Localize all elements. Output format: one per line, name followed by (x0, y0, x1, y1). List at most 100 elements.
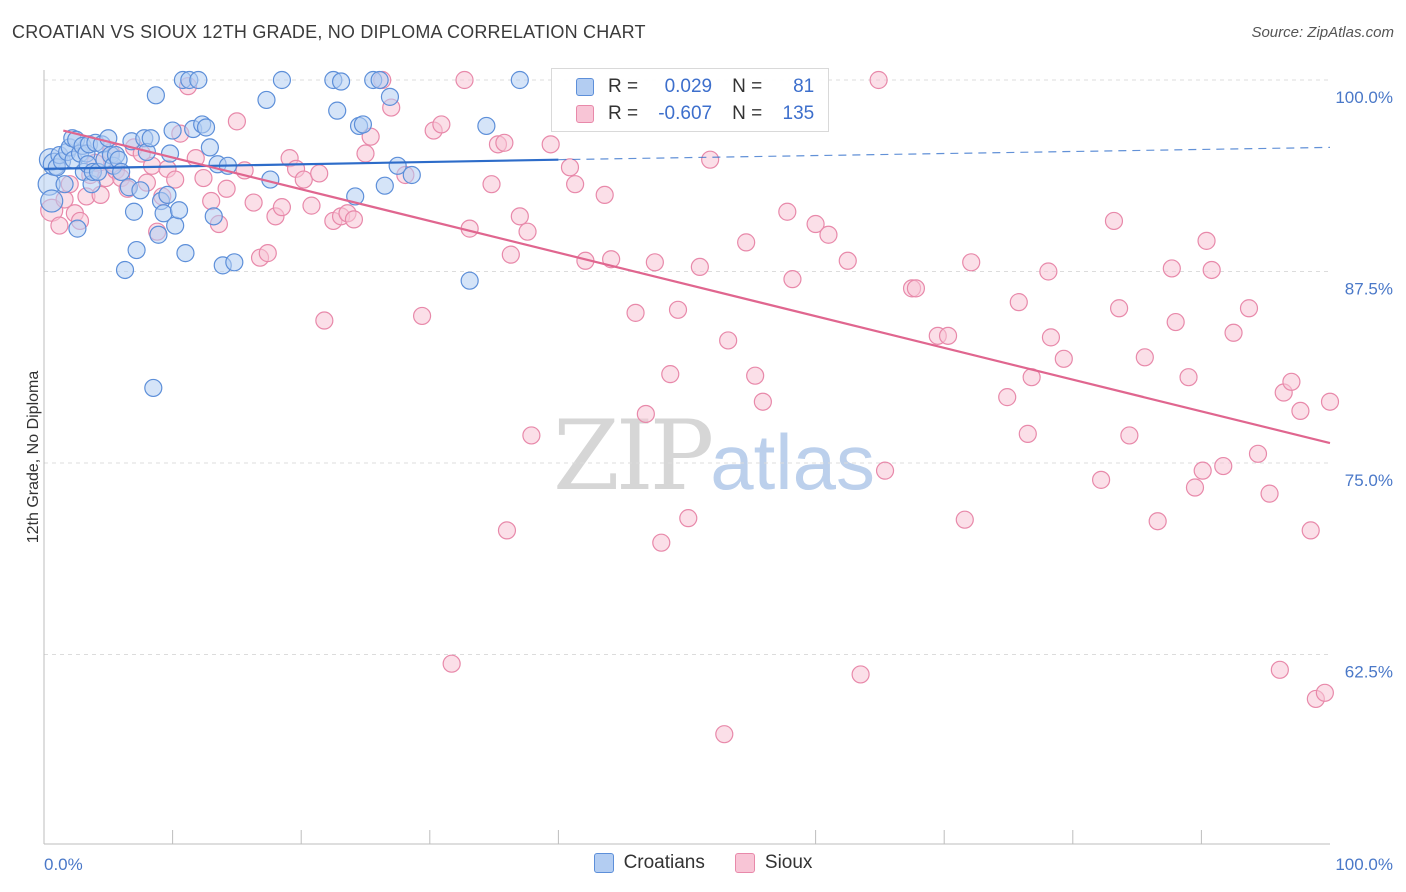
sioux-point (1270, 660, 1289, 679)
y-tick-label: 75.0% (1345, 471, 1393, 490)
sioux-point (495, 133, 514, 152)
sioux-point (753, 392, 772, 411)
sioux-point (906, 279, 926, 298)
watermark: ZIPatlas (553, 400, 875, 512)
croatians-point (144, 378, 163, 398)
sioux-point (50, 216, 69, 235)
x-tick-label: 0.0% (44, 855, 83, 874)
sioux-point (1104, 211, 1124, 231)
sioux-point (272, 198, 292, 217)
croatians-point (375, 176, 394, 195)
sioux-point (938, 326, 958, 345)
sioux-point (1148, 512, 1167, 531)
sioux-point (869, 70, 888, 90)
sioux-point (595, 185, 614, 204)
sioux-point (851, 665, 870, 684)
sioux-point (1009, 293, 1028, 312)
legend-r-value: 0.029 (664, 76, 713, 97)
sioux-point (1120, 426, 1139, 445)
croatians-point (402, 165, 421, 185)
sioux-point (701, 150, 720, 169)
sioux-point (166, 170, 185, 189)
sioux-point (1320, 392, 1340, 411)
sioux-trend-line (63, 129, 1331, 445)
croatians-point (328, 101, 347, 120)
sioux-point (1166, 312, 1185, 332)
croatians-swatch (576, 78, 594, 96)
tick-labels: 100.0% 87.5% 75.0% 62.5% 0.0% 100.0% (44, 88, 1393, 874)
croatians-trend-line (43, 158, 559, 170)
sioux-point (1193, 461, 1212, 480)
sioux-point (1054, 349, 1073, 368)
sioux-point (668, 300, 688, 319)
legend-n-value: 81 (793, 76, 815, 97)
legend-n-label: N = (732, 76, 763, 97)
sioux-point (566, 175, 585, 194)
legend-label-croatians: Croatians (623, 852, 705, 873)
sioux-point (1041, 328, 1061, 347)
croatians-point (353, 115, 373, 134)
sioux-legend-swatch (734, 853, 755, 873)
sioux-point (1179, 368, 1198, 387)
croatians-point (124, 202, 144, 221)
croatian-points (37, 70, 529, 398)
sioux-point (1248, 444, 1268, 463)
watermark-zip: ZIP (553, 400, 714, 512)
sioux-point (1039, 262, 1058, 281)
croatians-point (131, 181, 150, 200)
croatians-point (331, 72, 351, 91)
croatians-point (204, 207, 223, 226)
croatians-point (510, 70, 529, 90)
croatians-point (370, 70, 389, 90)
croatians-legend-swatch (593, 853, 614, 873)
chart-source: Source: ZipAtlas.com (1251, 24, 1394, 41)
sioux-point (482, 175, 501, 194)
legend-item-croatians: Croatians (593, 852, 705, 874)
sioux-point (783, 270, 802, 289)
sioux-point (661, 365, 680, 384)
sioux-point (258, 244, 277, 263)
sioux-point (1239, 299, 1259, 318)
sioux-point (497, 521, 517, 540)
sioux-point (1282, 372, 1301, 391)
sioux-swatch (576, 105, 594, 123)
sioux-point (1291, 401, 1310, 421)
legend-item-sioux: Sioux (734, 852, 812, 874)
sioux-point (819, 225, 838, 244)
legend-r-label: R = (608, 76, 639, 97)
croatians-point (115, 260, 135, 280)
sioux-point (719, 331, 738, 350)
axes (43, 70, 1330, 845)
sioux-point (244, 193, 263, 212)
sioux-point (194, 168, 213, 188)
sioux-points (40, 70, 1340, 744)
sioux-point (626, 303, 645, 322)
y-axis-label: 12th Grade, No Diploma (25, 371, 42, 544)
sioux-point (645, 253, 664, 272)
sioux-point (1162, 259, 1181, 278)
croatians-point (158, 185, 177, 204)
sioux-point (1197, 231, 1216, 250)
croatians-point (146, 86, 165, 105)
sioux-point (522, 426, 541, 445)
sioux-point (715, 725, 734, 744)
sioux-point (1260, 484, 1279, 503)
sioux-point (737, 233, 756, 252)
stats-legend: R = 0.029 N = 81 R = -0.607 N = 135 (551, 68, 829, 132)
croatians-point (189, 70, 208, 90)
croatians-point (169, 201, 189, 220)
sioux-point (294, 170, 313, 189)
series-legend: Croatians Sioux (0, 852, 1406, 874)
sioux-point (518, 222, 537, 241)
sioux-point (202, 191, 221, 211)
sioux-point (560, 158, 580, 177)
croatians-point (225, 253, 244, 272)
croatians-point (196, 118, 216, 137)
croatians-point (477, 116, 496, 136)
sioux-point (315, 311, 334, 330)
sioux-point (1091, 470, 1111, 489)
croatians-point (200, 138, 219, 157)
croatians-point (68, 219, 87, 238)
croatians-point (460, 271, 479, 290)
y-tick-label: 100.0% (1335, 88, 1393, 107)
